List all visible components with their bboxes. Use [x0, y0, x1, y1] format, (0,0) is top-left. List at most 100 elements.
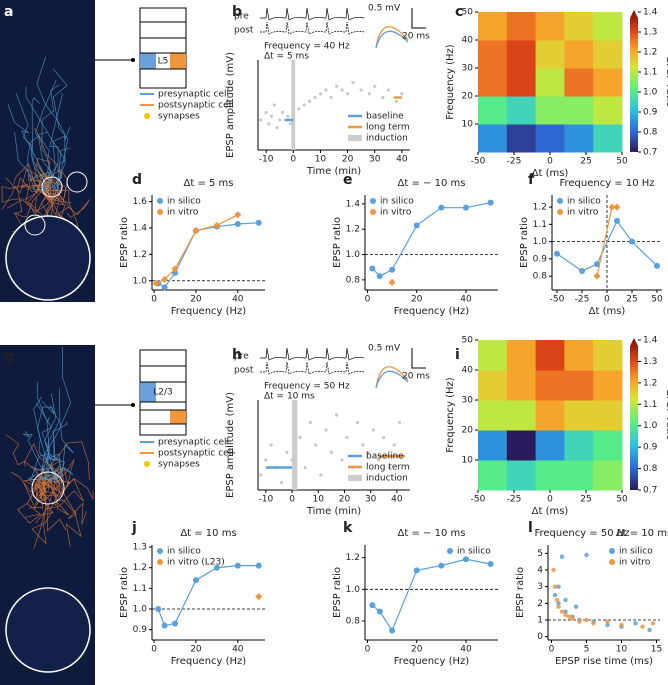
colorbar-tick-label: 1.4 [643, 8, 658, 18]
neurite [44, 441, 90, 481]
x-tick-label: 40 [391, 495, 403, 505]
annotation: 0.5 mV [368, 4, 401, 14]
heatmap-cell [478, 370, 508, 401]
annotation: 20 ms [402, 32, 430, 42]
trace [260, 7, 365, 21]
data-point [382, 435, 386, 440]
heatmap-cell [564, 400, 594, 431]
x-axis-label: Time (min) [306, 506, 361, 517]
neurite [24, 442, 64, 481]
data-point [288, 122, 293, 126]
y-tick-label: 0.8 [346, 617, 361, 627]
arrow-head [131, 58, 135, 62]
annotation: pre [234, 12, 249, 22]
data-point [397, 420, 402, 425]
neurite [39, 393, 59, 481]
data-point [563, 597, 568, 603]
data-point [389, 627, 396, 634]
data-point [376, 458, 381, 462]
data-point [584, 617, 589, 623]
x-axis-label: Frequency (Hz) [394, 306, 470, 317]
y-tick-label: 50 [462, 8, 474, 18]
x-tick-label: 0 [365, 295, 371, 305]
neurite [22, 431, 49, 481]
data-point [255, 593, 263, 601]
legend-label: baseline [366, 112, 404, 122]
data-point [255, 562, 262, 569]
data-point [192, 227, 200, 235]
data-point [413, 567, 420, 574]
x-tick-label: 30 [369, 155, 381, 165]
x-tick-label: 10 [313, 495, 325, 505]
x-tick-label: -25 [507, 495, 522, 505]
data-point [629, 238, 635, 245]
heatmap-cell [564, 68, 594, 97]
y-axis-label: EPSP ratio [332, 217, 343, 268]
data-point [213, 564, 220, 571]
y-tick-label: 1.2 [133, 250, 147, 260]
x-tick-label: 10 [315, 155, 327, 165]
colorbar-tick-label: 1.0 [643, 421, 658, 431]
x-axis-label: Frequency (Hz) [171, 656, 247, 667]
data-point [413, 222, 420, 229]
y-tick-label: 1.0 [133, 605, 148, 615]
data-point [213, 221, 221, 229]
y-tick-label: 1.2 [346, 553, 360, 563]
x-tick-label: 20 [190, 645, 202, 655]
colorbar-tick-label: 1.1 [643, 400, 657, 410]
legend-label: in silico [457, 547, 491, 557]
heatmap-cell [535, 370, 565, 401]
data-point [161, 622, 168, 629]
heatmap-cell [506, 124, 537, 153]
panel-letter: j [131, 520, 137, 536]
x-tick-label: 25 [580, 157, 591, 167]
data-point [172, 620, 179, 627]
roi [24, 214, 46, 236]
x-tick-label: 40 [396, 155, 408, 165]
heatmap-cell [535, 40, 565, 69]
neurite [35, 79, 58, 191]
series-line [556, 219, 658, 272]
neurite [27, 135, 54, 191]
data-point [264, 458, 268, 462]
data-point [351, 80, 355, 85]
legend-label: in silico [619, 547, 653, 557]
heatmap-cell [593, 400, 623, 431]
chart-title: Frequency = 50 Hz [534, 528, 629, 539]
y-tick-label: 30 [462, 396, 474, 406]
neurite [56, 479, 87, 525]
x-tick-label: 0 [289, 495, 295, 505]
data-point [267, 122, 271, 126]
colorbar-tick-label: 0.7 [643, 486, 657, 496]
data-point [570, 616, 575, 621]
heatmap-cell [535, 124, 565, 153]
panel-letter: f [528, 172, 535, 188]
neurite [35, 157, 51, 191]
y-tick-label: 4 [537, 566, 543, 576]
neurite [46, 92, 63, 191]
y-tick-label: 1.0 [346, 250, 361, 260]
x-tick-label: 0 [547, 495, 553, 505]
data-point [275, 125, 279, 130]
heatmap-cell [506, 400, 537, 431]
neurite [43, 181, 68, 232]
data-point [314, 443, 318, 447]
trace [260, 361, 365, 375]
annotation: post [234, 26, 254, 36]
data-point [566, 614, 572, 619]
data-point [152, 279, 160, 287]
data-point [400, 92, 404, 96]
data-point [559, 609, 565, 614]
x-tick-label: -10 [259, 155, 274, 165]
data-point [366, 450, 370, 455]
x-tick-label: 0 [151, 295, 157, 305]
panel-letter: d [132, 172, 142, 188]
column-icon: L5 [95, 7, 187, 89]
panel-letter: i [455, 347, 460, 363]
heatmap-cell [564, 124, 594, 153]
x-tick-label: 0 [547, 157, 553, 167]
y-tick-label: 1.4 [133, 223, 148, 233]
x-tick-label: 40 [232, 645, 244, 655]
legend-marker [557, 198, 563, 204]
